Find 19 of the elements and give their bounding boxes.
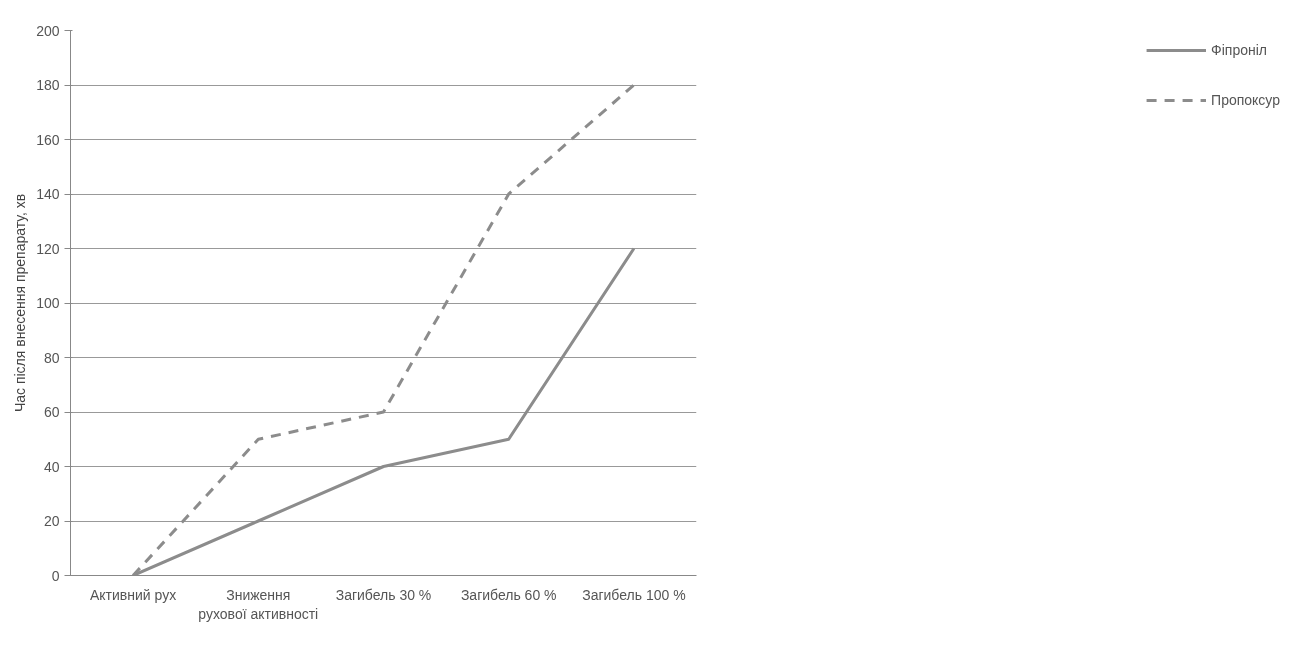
x-tick-label: Активний рух xyxy=(90,586,177,603)
x-tick-label: Зниження рухової активності xyxy=(198,586,319,622)
x-tick-label: Загибель 30 % xyxy=(335,586,432,603)
y-tick-label: 100 xyxy=(36,295,60,311)
y-tick-label: 40 xyxy=(43,458,60,475)
x-tick-label: Загибель 60 % xyxy=(460,586,557,603)
y-tick-label: 0 xyxy=(51,567,60,584)
legend-label: Фіпроніл xyxy=(1211,42,1267,58)
y-tick-label: 200 xyxy=(36,22,60,39)
y-tick-label: 180 xyxy=(36,77,60,93)
legend-label: Пропоксур xyxy=(1211,92,1280,108)
y-tick-label: 120 xyxy=(36,240,60,257)
y-axis-title: Час після внесення препарату, хв xyxy=(12,193,29,413)
y-tick-label: 160 xyxy=(36,131,60,148)
y-tick-label: 140 xyxy=(36,186,60,202)
y-tick-label: 60 xyxy=(43,404,60,420)
y-tick-label: 20 xyxy=(43,513,60,529)
y-tick-label: 80 xyxy=(43,349,60,366)
x-tick-label: Загибель 100 % xyxy=(582,586,686,603)
